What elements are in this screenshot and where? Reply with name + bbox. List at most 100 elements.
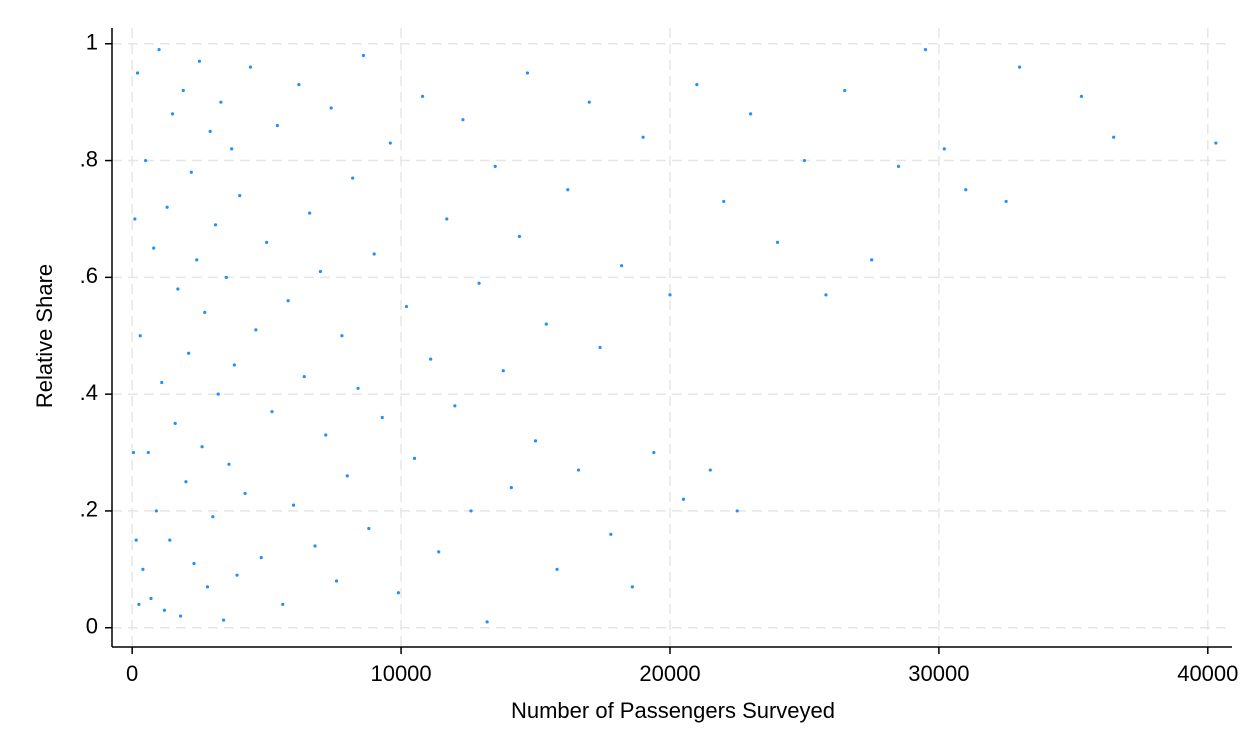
point	[165, 205, 169, 209]
point	[144, 158, 148, 163]
x-tick-label: 10000	[370, 661, 431, 686]
point	[313, 544, 317, 548]
point	[227, 462, 231, 466]
point	[324, 433, 328, 437]
point	[178, 614, 183, 618]
point	[297, 83, 301, 87]
point	[221, 618, 226, 622]
point	[318, 269, 323, 274]
point	[544, 322, 548, 326]
point	[203, 310, 207, 314]
point	[200, 445, 204, 449]
point	[192, 561, 196, 566]
point	[461, 118, 465, 122]
point	[281, 602, 285, 606]
point	[181, 88, 185, 93]
point	[205, 585, 210, 589]
point	[775, 240, 780, 244]
point	[351, 176, 355, 180]
point	[1112, 135, 1116, 139]
point	[184, 480, 188, 484]
point	[493, 164, 497, 168]
point	[259, 556, 263, 560]
point	[896, 164, 901, 168]
point	[641, 135, 645, 139]
point	[587, 100, 591, 104]
point	[308, 211, 312, 215]
point	[254, 328, 258, 332]
point	[138, 334, 142, 338]
point	[291, 503, 296, 507]
point	[131, 450, 136, 455]
point	[302, 375, 306, 379]
point	[216, 392, 220, 396]
x-tick-label: 20000	[639, 661, 700, 686]
point	[652, 450, 656, 455]
point	[517, 234, 521, 239]
point	[619, 264, 624, 268]
point	[923, 48, 928, 52]
point	[265, 240, 269, 244]
point	[345, 474, 349, 478]
point	[533, 439, 538, 443]
point	[224, 275, 228, 279]
point	[1004, 199, 1008, 204]
point	[232, 363, 236, 367]
y-tick-label: .4	[80, 380, 98, 405]
point	[134, 538, 138, 542]
point	[208, 129, 212, 133]
point	[501, 369, 505, 373]
point	[420, 94, 425, 98]
y-tick-label: 0	[86, 614, 98, 639]
y-tick-label: .8	[80, 146, 98, 171]
point	[243, 491, 247, 496]
point	[477, 281, 481, 285]
point	[555, 567, 559, 571]
point	[149, 596, 153, 601]
point	[173, 421, 177, 425]
point	[372, 252, 376, 256]
x-tick-label: 0	[126, 661, 138, 686]
point	[137, 602, 141, 606]
point	[189, 170, 193, 174]
point	[133, 217, 137, 221]
x-axis-label: Number of Passengers Surveyed	[511, 698, 835, 723]
point	[695, 83, 699, 87]
point	[213, 223, 218, 227]
point	[722, 199, 726, 204]
point	[485, 620, 489, 624]
point	[412, 456, 417, 460]
point	[170, 112, 175, 116]
point	[388, 141, 392, 145]
point	[509, 485, 513, 490]
point	[630, 585, 634, 589]
point	[157, 48, 161, 52]
point	[275, 123, 279, 128]
point	[870, 258, 874, 262]
point	[525, 71, 530, 75]
point	[168, 538, 172, 542]
point	[824, 293, 828, 297]
point	[367, 526, 371, 531]
point	[802, 158, 807, 163]
point	[598, 345, 602, 350]
point	[469, 509, 473, 513]
point	[566, 188, 570, 192]
point	[1214, 141, 1218, 145]
point	[146, 450, 150, 455]
point	[681, 497, 686, 501]
point	[238, 193, 242, 198]
point	[749, 112, 753, 116]
point	[668, 293, 672, 297]
point	[964, 188, 968, 192]
point	[141, 567, 145, 571]
point	[942, 147, 946, 151]
point	[396, 591, 400, 595]
point	[329, 106, 333, 110]
point	[162, 608, 167, 612]
point	[576, 468, 581, 472]
point	[176, 287, 180, 291]
point	[235, 573, 239, 577]
point	[195, 258, 199, 262]
